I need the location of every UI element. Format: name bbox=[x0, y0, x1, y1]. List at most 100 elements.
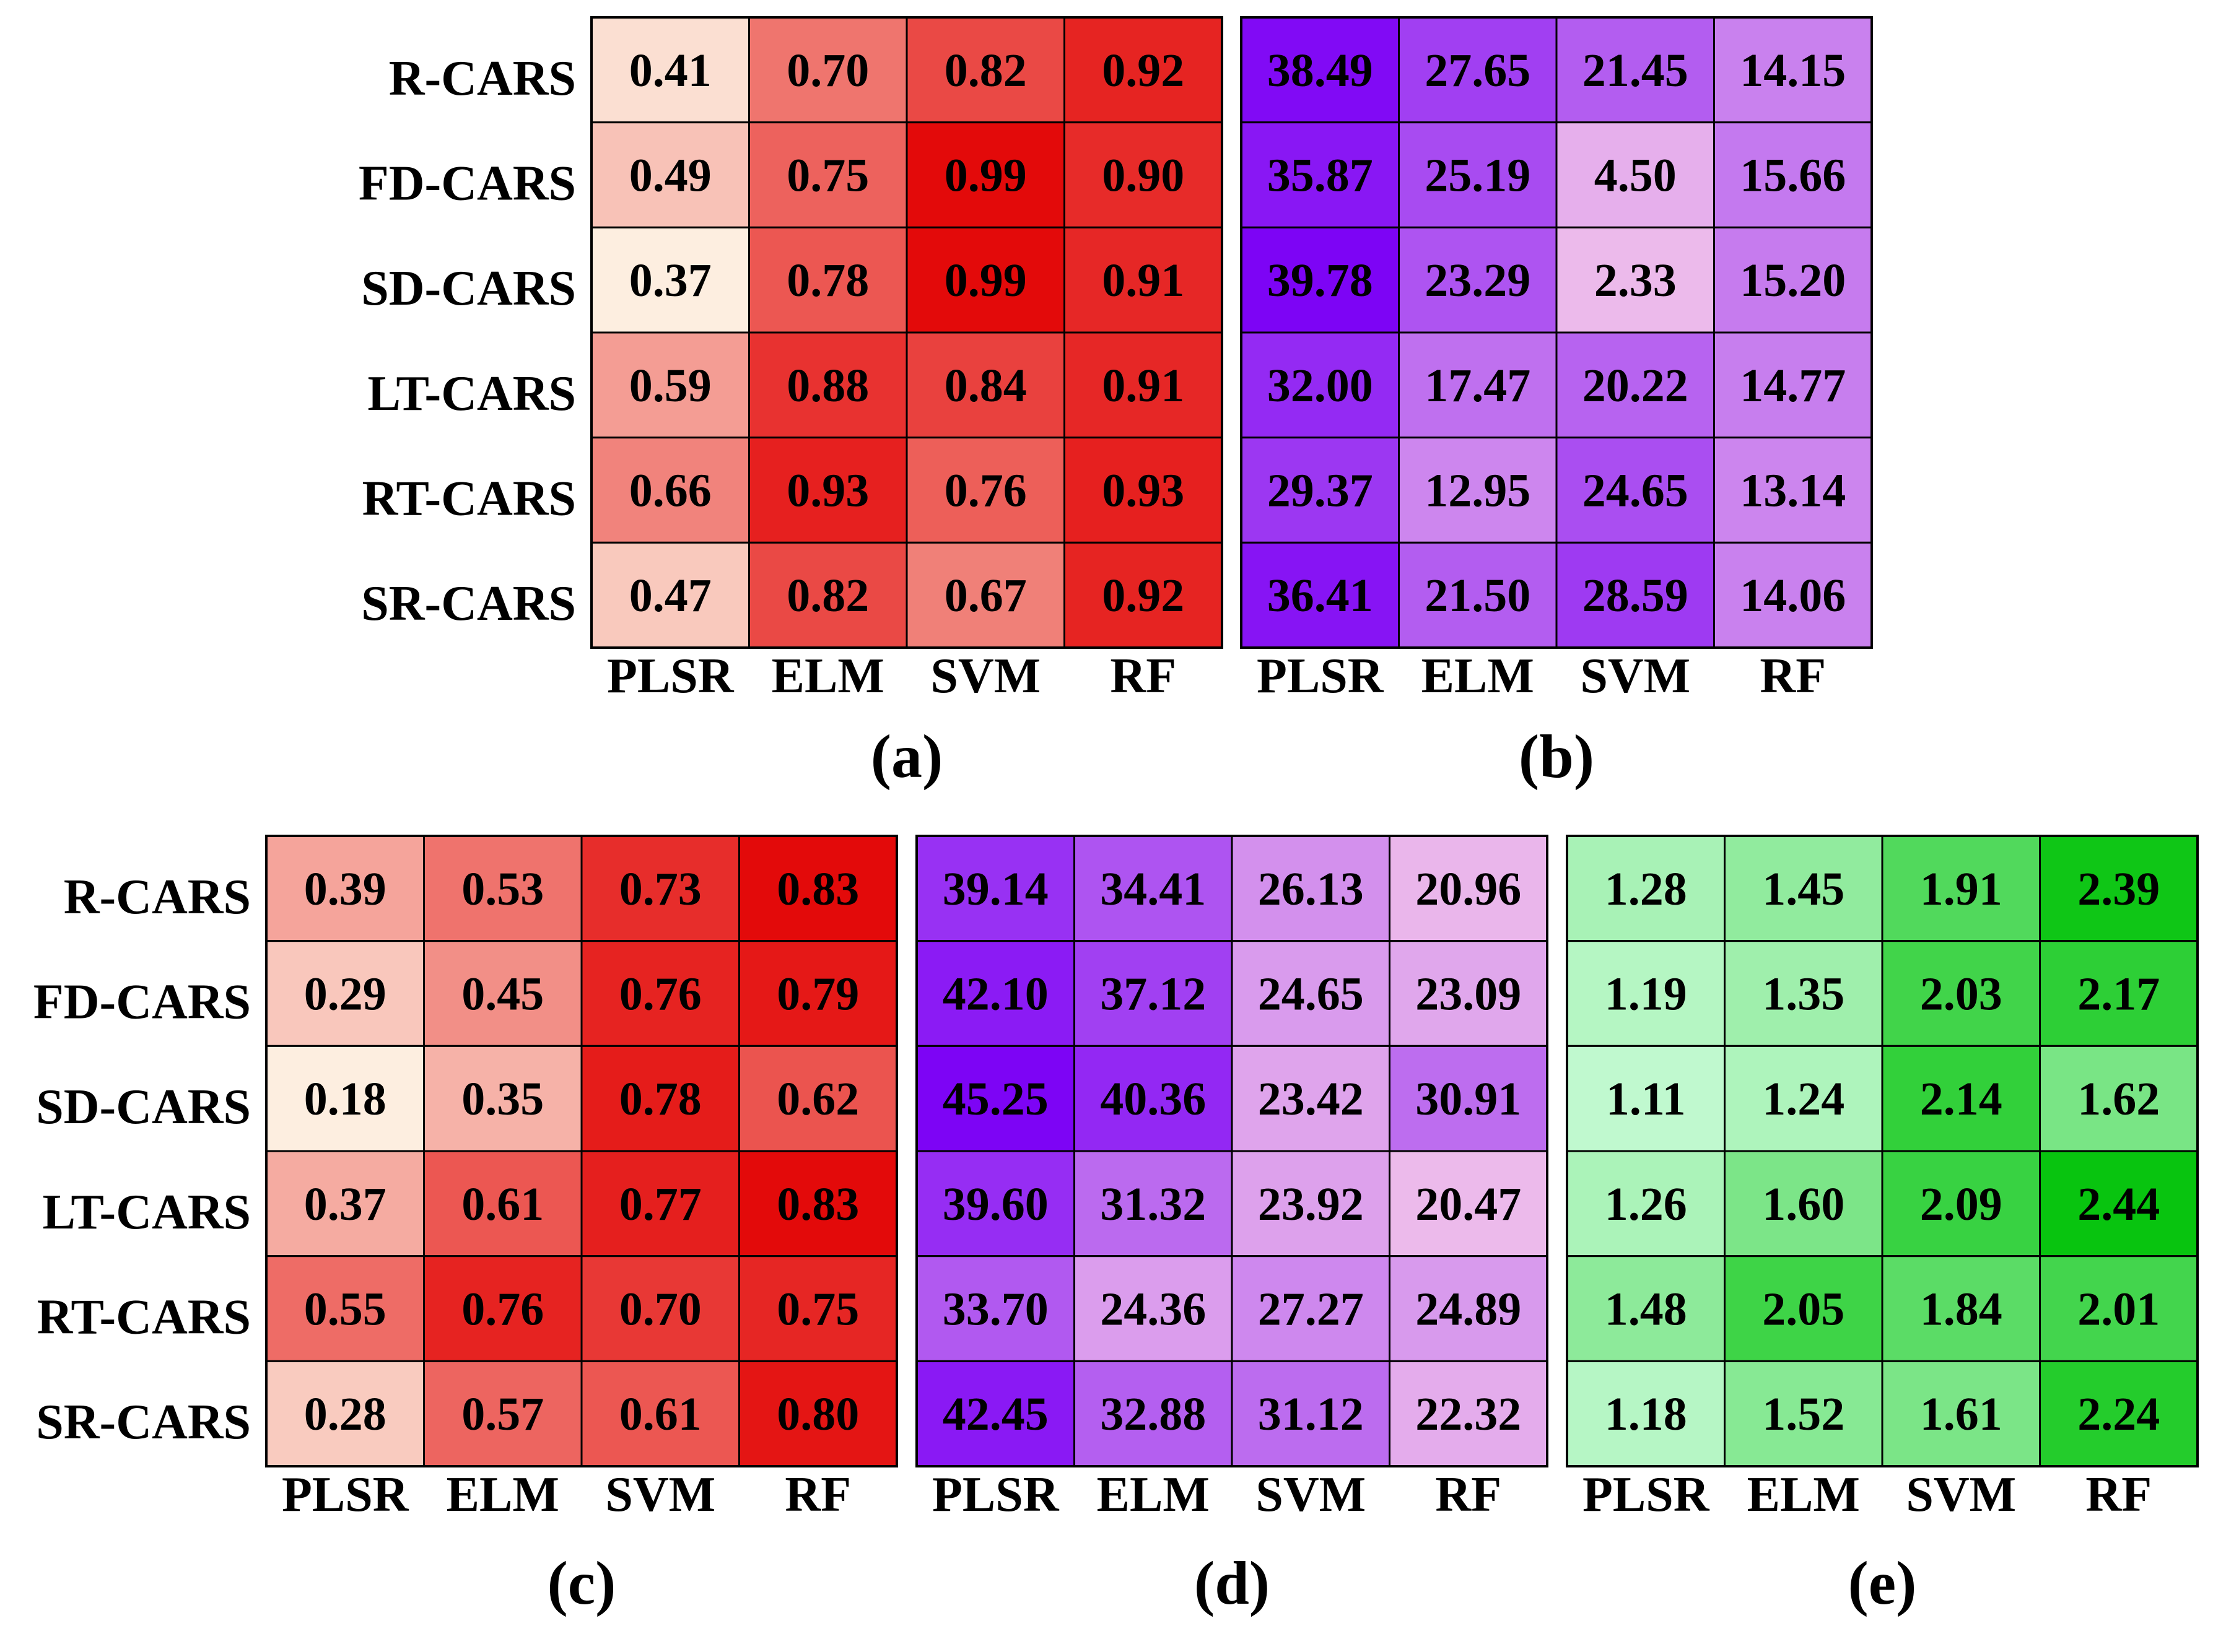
cell-value: 14.06 bbox=[1740, 570, 1846, 622]
row-label: SR-CARS bbox=[36, 1395, 251, 1450]
cell-value: 13.14 bbox=[1740, 465, 1846, 517]
heatmap-cell bbox=[2039, 1150, 2199, 1258]
cell-value: 42.10 bbox=[943, 968, 1049, 1020]
heatmap-cell bbox=[1231, 835, 1390, 942]
heatmap-cell bbox=[590, 541, 750, 649]
cell-value: 2.01 bbox=[2077, 1284, 2160, 1336]
cell-value: 0.61 bbox=[619, 1388, 702, 1440]
cell-value: 0.79 bbox=[777, 968, 859, 1020]
heatmap-cell bbox=[1231, 940, 1390, 1047]
cell-value: 29.37 bbox=[1267, 465, 1373, 517]
column-label: ELM bbox=[1097, 1467, 1210, 1522]
cell-value: 0.88 bbox=[787, 360, 869, 412]
cell-value: 0.76 bbox=[619, 968, 702, 1020]
panel-border bbox=[265, 835, 898, 1467]
heatmap-cell bbox=[2039, 1360, 2199, 1467]
panel-border bbox=[1240, 16, 1873, 649]
heatmap-cell bbox=[1881, 1045, 2041, 1152]
column-label: RF bbox=[2085, 1467, 2152, 1522]
heatmap-panel-e: 1.28 1.45 1.91 2.39 1.19 1.35 2.03 2.17 1.11 1.24… bbox=[1566, 835, 2199, 1617]
cell-value: 24.65 bbox=[1258, 968, 1364, 1020]
cell-value: 0.67 bbox=[945, 570, 1027, 622]
cell-value: 42.45 bbox=[943, 1388, 1049, 1440]
cell-value: 26.13 bbox=[1258, 863, 1364, 915]
cell-value: 27.65 bbox=[1425, 45, 1530, 97]
cell-value: 1.91 bbox=[1920, 863, 2002, 915]
column-label: SVM bbox=[1906, 1467, 2016, 1522]
heatmap-cell bbox=[1389, 1255, 1548, 1362]
cell-value: 4.50 bbox=[1594, 150, 1677, 202]
heatmap-cell bbox=[1555, 226, 1715, 334]
column-label: SVM bbox=[605, 1467, 715, 1522]
heatmap-cell bbox=[738, 1045, 898, 1152]
heatmap-cell bbox=[2039, 1255, 2199, 1362]
heatmap-panel-a: 0.41 0.70 0.82 0.92 0.49 0.75 0.99 0.90 0.37 0.78… bbox=[359, 16, 1223, 791]
panel-label: (b) bbox=[1519, 722, 1594, 791]
cell-value: 0.37 bbox=[304, 1178, 386, 1230]
cell-value: 1.19 bbox=[1605, 968, 1687, 1020]
cell-value: 15.66 bbox=[1740, 150, 1846, 202]
heatmap-cell bbox=[1389, 1150, 1548, 1258]
cell-value: 0.91 bbox=[1102, 360, 1184, 412]
cell-value: 0.45 bbox=[461, 968, 544, 1020]
column-label: RF bbox=[1110, 649, 1176, 703]
heatmap-cell bbox=[748, 121, 908, 228]
heatmap-cell bbox=[1724, 1360, 1883, 1467]
cell-value: 0.41 bbox=[629, 45, 712, 97]
heatmap-cell bbox=[906, 541, 1065, 649]
cell-value: 1.28 bbox=[1605, 863, 1687, 915]
heatmap-cell bbox=[1073, 940, 1233, 1047]
cell-value: 0.76 bbox=[945, 465, 1027, 517]
cell-value: 0.77 bbox=[619, 1178, 702, 1230]
cell-value: 24.65 bbox=[1582, 465, 1688, 517]
heatmap-cell bbox=[915, 1360, 1075, 1467]
cell-value: 0.47 bbox=[629, 570, 712, 622]
cell-value: 2.33 bbox=[1594, 254, 1677, 306]
cell-value: 1.45 bbox=[1762, 863, 1844, 915]
cell-value: 0.28 bbox=[304, 1388, 386, 1440]
heatmap-cell bbox=[1881, 835, 2041, 942]
cell-value: 20.96 bbox=[1415, 863, 1521, 915]
column-label: PLSR bbox=[607, 649, 735, 703]
heatmap-cell bbox=[1389, 1360, 1548, 1467]
column-label: ELM bbox=[1421, 649, 1534, 703]
cell-value: 0.62 bbox=[777, 1073, 859, 1125]
cell-value: 0.66 bbox=[629, 465, 712, 517]
heatmap-cell bbox=[738, 1255, 898, 1362]
column-label: PLSR bbox=[932, 1467, 1060, 1522]
heatmap-cell bbox=[1073, 1360, 1233, 1467]
column-label: RF bbox=[1435, 1467, 1501, 1522]
cell-value: 22.32 bbox=[1415, 1388, 1521, 1440]
panel-border bbox=[1566, 835, 2199, 1467]
cell-value: 1.84 bbox=[1920, 1284, 2002, 1336]
heatmap-cell bbox=[1713, 437, 1873, 544]
cell-value: 0.92 bbox=[1102, 45, 1184, 97]
heatmap-cell bbox=[1724, 1150, 1883, 1258]
row-label: SR-CARS bbox=[361, 576, 576, 631]
cell-value: 0.80 bbox=[777, 1388, 859, 1440]
cell-value: 2.24 bbox=[2077, 1388, 2160, 1440]
heatmap-cell bbox=[748, 331, 908, 439]
row-label: FD-CARS bbox=[33, 975, 251, 1030]
cell-value: 20.47 bbox=[1415, 1178, 1521, 1230]
cell-value: 21.50 bbox=[1425, 570, 1530, 622]
cell-value: 0.99 bbox=[945, 150, 1027, 202]
cell-value: 1.48 bbox=[1605, 1284, 1687, 1336]
cell-value: 31.32 bbox=[1100, 1178, 1206, 1230]
cell-value: 2.17 bbox=[2077, 968, 2160, 1020]
cell-value: 32.88 bbox=[1100, 1388, 1206, 1440]
cell-value: 0.84 bbox=[945, 360, 1027, 412]
heatmap-cell bbox=[423, 940, 583, 1047]
heatmap-cell bbox=[1389, 1045, 1548, 1152]
cell-value: 0.57 bbox=[461, 1388, 544, 1440]
cell-value: 15.20 bbox=[1740, 254, 1846, 306]
column-label: SVM bbox=[1580, 649, 1690, 703]
cell-value: 27.27 bbox=[1258, 1284, 1364, 1336]
cell-value: 0.18 bbox=[304, 1073, 386, 1125]
column-label: PLSR bbox=[1257, 649, 1384, 703]
heatmap-cell bbox=[580, 1255, 740, 1362]
column-label: PLSR bbox=[282, 1467, 409, 1522]
cell-value: 2.09 bbox=[1920, 1178, 2002, 1230]
heatmap-cell bbox=[1073, 1255, 1233, 1362]
cell-value: 0.78 bbox=[787, 254, 869, 306]
